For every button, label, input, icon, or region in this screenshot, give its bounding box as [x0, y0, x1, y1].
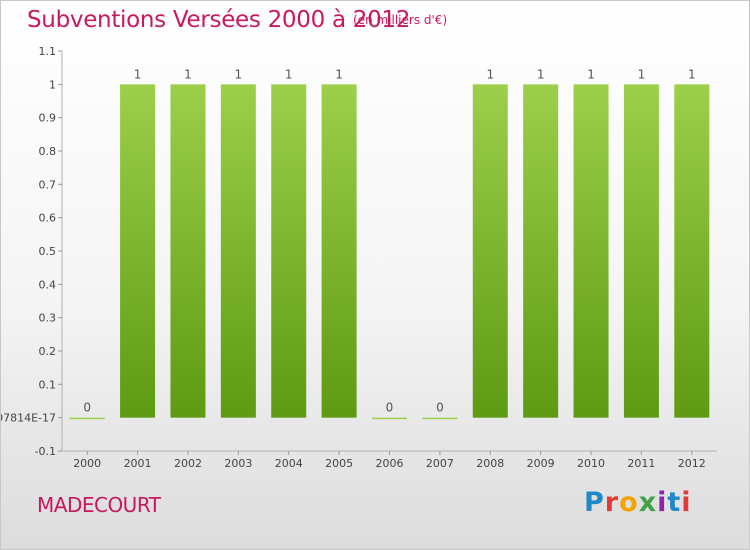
- y-tick-label: 0.5: [39, 245, 57, 258]
- x-tick-label: 2010: [577, 457, 605, 470]
- y-tick-label: 0.2: [39, 345, 57, 358]
- logo-letter: x: [638, 487, 658, 518]
- x-tick-label: 2005: [325, 457, 353, 470]
- logo-letter: o: [619, 487, 639, 518]
- bar: [120, 84, 156, 418]
- y-tick-label: 1: [49, 78, 56, 91]
- bar: [372, 417, 407, 420]
- bar: [170, 84, 206, 418]
- data-label: 0: [83, 401, 91, 415]
- data-label: 1: [235, 67, 243, 81]
- y-tick-label: 0.6: [39, 212, 57, 225]
- logo-letter: t: [667, 487, 682, 518]
- logo-letter: i: [657, 487, 668, 518]
- y-tick-label: 0.9: [39, 112, 57, 125]
- y-tick-label: 0.7: [39, 178, 57, 191]
- x-tick-label: 2002: [174, 457, 202, 470]
- logo-letter: r: [604, 487, 620, 518]
- x-tick-label: 2008: [476, 457, 504, 470]
- data-label: 1: [486, 67, 494, 81]
- x-tick-label: 2004: [275, 457, 303, 470]
- x-tick-label: 2001: [124, 457, 152, 470]
- y-tick-label: 0.3: [39, 312, 57, 325]
- commune-name: MADECOURT: [37, 493, 161, 517]
- y-tick-label: 0.8: [39, 145, 57, 158]
- bar: [220, 84, 256, 418]
- y-tick-label: 1.3877787807814E-17: [1, 412, 56, 425]
- chart-subtitle: (en milliers d'€): [353, 13, 448, 27]
- data-label: 1: [587, 67, 595, 81]
- data-label: 1: [537, 67, 545, 81]
- y-tick-label: 0.1: [39, 378, 57, 391]
- x-tick-label: 2011: [627, 457, 655, 470]
- bar: [523, 84, 559, 418]
- data-label: 1: [335, 67, 343, 81]
- bar: [422, 417, 458, 420]
- data-label: 0: [386, 401, 394, 415]
- data-label: 1: [638, 67, 646, 81]
- bar: [271, 84, 307, 418]
- data-label: 1: [184, 67, 192, 81]
- bar: [623, 84, 659, 418]
- x-tick-label: 2000: [73, 457, 101, 470]
- x-tick-label: 2003: [224, 457, 252, 470]
- x-tick-label: 2006: [376, 457, 404, 470]
- y-tick-label: 1.1: [39, 45, 57, 58]
- x-tick-label: 2012: [678, 457, 706, 470]
- chart-title: Subventions Versées 2000 à 2012: [27, 7, 411, 33]
- logo-letter: P: [584, 487, 605, 518]
- proxiti-logo: Proxiti: [584, 487, 692, 518]
- bar: [69, 417, 105, 420]
- bar: [674, 84, 710, 418]
- x-tick-label: 2007: [426, 457, 454, 470]
- bar: [472, 84, 508, 418]
- y-tick-label: 0.4: [39, 278, 57, 291]
- bar: [573, 84, 609, 418]
- data-label: 1: [285, 67, 293, 81]
- logo-letter: i: [681, 487, 692, 518]
- data-label: 1: [688, 67, 696, 81]
- bar: [321, 84, 357, 418]
- y-tick-label: -0.1: [35, 445, 56, 458]
- x-tick-label: 2009: [527, 457, 555, 470]
- data-label: 1: [134, 67, 142, 81]
- data-label: 0: [436, 401, 444, 415]
